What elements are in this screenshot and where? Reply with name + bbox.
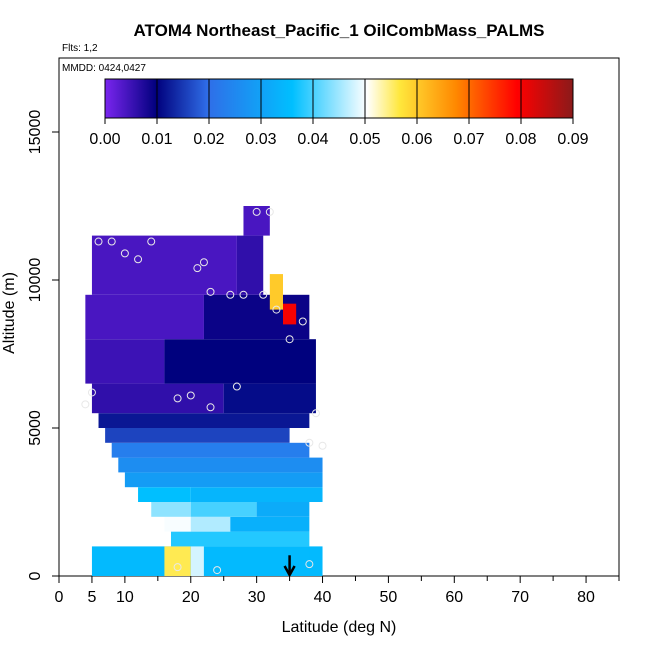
colorbar-tick-label: 0.02: [193, 131, 224, 148]
dates-label: MMDD: 0424,0427: [62, 63, 146, 74]
colorbar-tick-label: 0.09: [557, 131, 588, 148]
heatmap-cell: [111, 442, 310, 458]
colorbar-tick-label: 0.07: [453, 131, 484, 148]
flight-point: [318, 441, 327, 450]
flight-point: [311, 409, 320, 418]
flight-point: [81, 400, 90, 409]
y-axis-label: Altitude (m): [1, 272, 18, 354]
x-tick-label: 5: [87, 589, 96, 606]
heatmap-cell: [171, 531, 310, 547]
flight-point: [206, 403, 215, 412]
location-arrow: [283, 555, 296, 578]
chart-title: ATOM4 Northeast_Pacific_1 OilCombMass_PA…: [134, 21, 545, 40]
heatmap-cell: [91, 235, 237, 295]
heatmap-cell: [151, 502, 191, 517]
flight-point: [298, 317, 307, 326]
flight-point: [272, 305, 281, 314]
flight-point: [252, 207, 261, 216]
x-tick-label: 70: [511, 589, 529, 606]
heatmap-cell: [256, 502, 310, 517]
flight-point: [259, 290, 268, 299]
heatmap-cell: [98, 413, 310, 428]
x-tick-label: 20: [182, 589, 200, 606]
flight-point: [186, 391, 195, 400]
heatmap-cell: [105, 428, 290, 443]
flight-point: [213, 566, 222, 575]
flight-point: [199, 258, 208, 267]
colorbar: [104, 78, 574, 119]
colorbar-tick-label: 0.08: [505, 131, 536, 148]
flight-point: [206, 287, 215, 296]
flight-point: [173, 563, 182, 572]
colorbar-tick-label: 0.03: [245, 131, 276, 148]
heatmap-cell: [85, 294, 204, 340]
flight-point: [265, 207, 274, 216]
heatmap-cell: [164, 516, 191, 532]
heatmap-cell: [190, 502, 257, 517]
flight-point: [193, 264, 202, 273]
heatmap-cell: [236, 235, 264, 295]
x-axis-label: Latitude (deg N): [282, 619, 397, 636]
heatmap-cell: [85, 339, 165, 384]
colorbar-tick-label: 0.06: [401, 131, 432, 148]
flight-points: [81, 207, 327, 575]
heatmap-cells: [85, 206, 323, 576]
y-tick-label: 5000: [27, 410, 44, 446]
flights-label: Flts: 1,2: [62, 43, 98, 54]
heatmap-cell: [124, 472, 323, 488]
flight-point: [305, 438, 314, 447]
x-tick-label: 60: [445, 589, 463, 606]
heatmap-cell: [190, 487, 323, 502]
flight-point: [147, 237, 156, 246]
flight-point: [120, 249, 129, 258]
flight-point: [134, 255, 143, 264]
plot-frame: [58, 57, 620, 577]
y-tick-label: 0: [27, 571, 44, 580]
heatmap-cell: [269, 274, 283, 310]
x-tick-label: 10: [116, 589, 134, 606]
flight-point: [239, 290, 248, 299]
y-tick-label: 10000: [27, 258, 44, 303]
heatmap-cell: [164, 339, 316, 384]
x-tick-label: 50: [380, 589, 398, 606]
x-axis: 0 5 10 20 30 40 50 60 70 80: [55, 576, 620, 606]
heatmap-cell: [164, 546, 191, 576]
x-tick-label: 40: [314, 589, 332, 606]
heatmap-cell: [138, 487, 191, 502]
heatmap-cell: [190, 546, 204, 576]
y-tick-label: 15000: [27, 110, 44, 155]
flight-point: [107, 237, 116, 246]
arrow-head: [283, 565, 296, 578]
heatmap-cell: [190, 516, 231, 532]
colorbar-tick-label: 0.04: [297, 131, 328, 148]
colorbar-tick-label: 0.00: [89, 131, 120, 148]
heatmap-cell: [91, 383, 224, 414]
x-tick-label: 80: [577, 589, 595, 606]
colorbar-tick-label: 0.01: [141, 131, 172, 148]
heatmap-cell: [283, 303, 297, 325]
flight-point: [94, 237, 103, 246]
colorbar-ticks: 0.00 0.01 0.02 0.03 0.04 0.05 0.06 0.07 0.08 0.09: [89, 79, 589, 148]
heatmap-cell: [118, 457, 323, 473]
x-tick-label: 0: [55, 589, 64, 606]
heatmap-cell: [230, 516, 310, 532]
flight-point: [226, 290, 235, 299]
flight-point: [87, 388, 96, 397]
flight-point: [173, 394, 182, 403]
flight-point: [232, 382, 241, 391]
flight-point: [305, 560, 314, 569]
x-tick-label: 30: [248, 589, 266, 606]
heatmap-cell: [243, 206, 270, 236]
flight-point: [285, 335, 294, 344]
heatmap-cell: [223, 383, 316, 414]
colorbar-tick-label: 0.05: [349, 131, 380, 148]
y-axis: 0 5000 10000 15000: [27, 110, 59, 580]
